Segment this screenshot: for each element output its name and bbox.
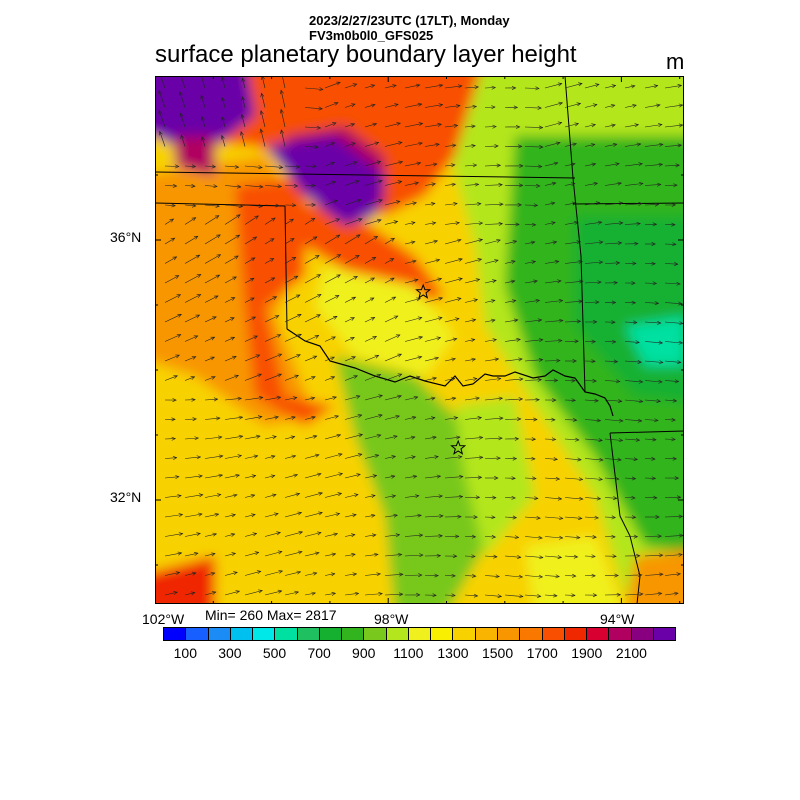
lat-label-36n: 36°N — [110, 229, 142, 245]
colorbar-label: 1500 — [481, 645, 514, 661]
colorbar-swatch — [631, 628, 654, 640]
min-max-stats: Min= 260 Max= 2817 — [205, 607, 337, 623]
colorbar-label: 300 — [218, 645, 242, 661]
state-boundaries — [155, 76, 684, 604]
colorbar-swatch — [253, 628, 276, 640]
lon-label-98w: 98°W — [374, 611, 409, 627]
colorbar-swatch — [319, 628, 343, 640]
colorbar-label: 1100 — [393, 645, 424, 661]
colorbar-swatch — [386, 628, 409, 640]
colorbar-swatch — [587, 628, 610, 640]
colorbar-swatch — [230, 628, 254, 640]
pblh-map[interactable] — [155, 76, 684, 604]
colorbar-swatch — [609, 628, 632, 640]
datetime-title: 2023/2/27/23UTC (17LT), Monday — [309, 13, 510, 28]
lon-label-102w: 102°W — [142, 611, 185, 627]
units-label: m — [666, 49, 685, 74]
colorbar — [163, 627, 676, 641]
colorbar-label: 700 — [307, 645, 331, 661]
lon-label-94w: 94°W — [600, 611, 635, 627]
colorbar-swatch — [342, 628, 365, 640]
colorbar-swatch — [275, 628, 298, 640]
colorbar-label: 100 — [173, 645, 197, 661]
model-name-title: FV3m0b0l0_GFS025 — [309, 28, 434, 43]
colorbar-label: 500 — [262, 645, 287, 661]
map-panel[interactable] — [155, 76, 684, 604]
colorbar-swatch — [520, 628, 543, 640]
colorbar-swatch — [186, 628, 209, 640]
colorbar-label: 900 — [352, 645, 376, 661]
colorbar-swatch — [542, 628, 565, 640]
axis-ticks — [155, 76, 684, 604]
colorbar-swatch — [408, 628, 432, 640]
red-river — [286, 328, 614, 417]
colorbar-swatch — [364, 628, 387, 640]
star-marker-1-icon — [415, 283, 432, 299]
pblh-field — [155, 76, 684, 604]
colorbar-swatch — [497, 628, 521, 640]
colorbar-swatch — [653, 628, 676, 640]
colorbar-label: 1300 — [437, 645, 469, 661]
colorbar-label: 2100 — [615, 645, 647, 661]
colorbar-labels: 100 300 500 700 900 1100 1300 1500 1700 1900 2100 — [163, 645, 676, 663]
colorbar-swatch — [297, 628, 320, 640]
colorbar-swatch — [475, 628, 498, 640]
map-frame — [155, 76, 684, 604]
colorbar-label: 1900 — [571, 645, 603, 661]
colorbar-swatch — [431, 628, 454, 640]
colorbar-swatch — [564, 628, 588, 640]
colorbar-label: 1700 — [526, 645, 558, 661]
colorbar-swatch — [453, 628, 476, 640]
star-marker-2-icon — [450, 439, 467, 455]
colorbar-swatch — [208, 628, 231, 640]
colorbar-swatch — [164, 628, 187, 640]
lat-label-32n: 32°N — [110, 489, 142, 505]
plot-title: surface planetary boundary layer height — [155, 41, 577, 68]
wind-vector-field — [158, 76, 684, 599]
